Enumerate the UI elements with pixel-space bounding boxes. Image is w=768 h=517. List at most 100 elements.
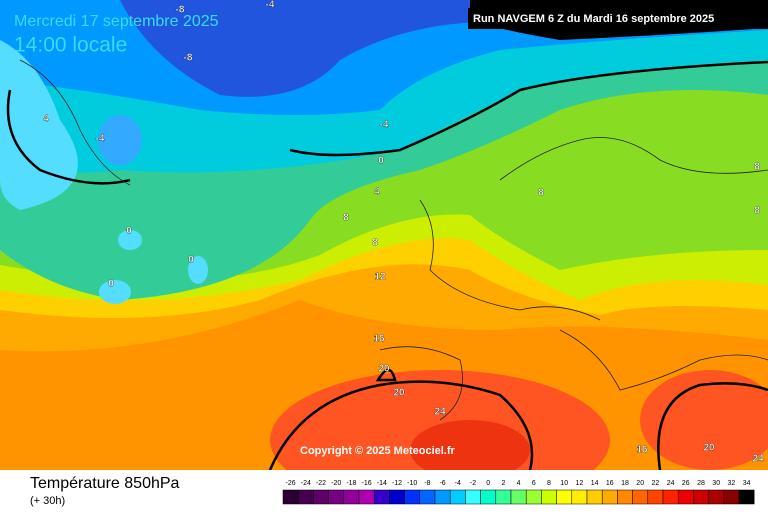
contour-label: -8: [184, 53, 193, 64]
legend-label: 4: [517, 480, 521, 487]
legend-label: -6: [439, 480, 445, 487]
legend-label: 20: [636, 480, 644, 487]
legend-label: 30: [712, 480, 720, 487]
run-label: Run NAVGEM 6 Z du Mardi 16 septembre 202…: [473, 13, 714, 25]
legend-swatch: [525, 489, 542, 505]
legend-swatch: [434, 489, 451, 505]
legend-swatch: [571, 489, 588, 505]
legend-swatch: [404, 489, 421, 505]
legend-swatch: [389, 489, 405, 505]
legend-label: 6: [532, 480, 536, 487]
legend-label: -2: [470, 480, 476, 487]
legend-swatch: [282, 489, 299, 505]
contour-label: 8: [754, 206, 760, 217]
footer-title: Température 850hPa: [30, 475, 180, 492]
legend-label: 0: [486, 480, 490, 487]
legend-swatch: [662, 489, 679, 505]
legend-swatch: [708, 489, 725, 505]
legend-swatch: [419, 489, 436, 505]
contour-label: -4: [266, 0, 275, 11]
legend-swatch: [723, 489, 740, 505]
contour-labels: -8 -8 -4 4 -4 -4 0 4 8 8 8 8 0 0 0 8 12 16 20 20 24 16 20 24: [43, 0, 764, 465]
legend-label: -22: [316, 480, 326, 487]
legend-swatch: [449, 489, 466, 505]
forecast-time: 14:00 locale: [14, 34, 127, 57]
coastlines: [19, 59, 768, 421]
contour-label: 4: [43, 114, 49, 125]
legend-swatch: [313, 489, 329, 505]
legend-label: 8: [547, 480, 551, 487]
legend-label: 14: [591, 480, 599, 487]
legend-label: 2: [501, 480, 505, 487]
legend-swatch: [328, 489, 345, 505]
contour-lines: [6, 60, 768, 471]
legend-swatch: [465, 489, 481, 505]
legend-swatch: [738, 489, 755, 505]
legend-label: -18: [346, 480, 356, 487]
contour-label: 16: [373, 334, 385, 345]
legend-swatch: [495, 489, 512, 505]
copyright: Copyright © 2025 Meteociel.fr: [300, 445, 456, 457]
legend-swatch: [373, 489, 390, 505]
contour-label: 8: [372, 238, 378, 249]
legend-label: -24: [301, 480, 311, 487]
legend-label: -20: [331, 480, 341, 487]
legend-label: 24: [667, 480, 675, 487]
contour-label: 20: [378, 364, 390, 375]
contour-label: 4: [374, 187, 380, 198]
legend-swatch: [647, 489, 664, 505]
contour-label: -4: [96, 134, 105, 145]
contour-label: 8: [538, 188, 544, 199]
legend-swatch: [617, 489, 633, 505]
legend-swatch: [677, 489, 694, 505]
contour-label: -8: [176, 5, 185, 16]
contour-label: 20: [393, 388, 405, 399]
color-legend: -26 -24 -22 -20 -18 -16 -14 -12 -10 -8 -6 -4 -2 0 2 4 6 8…: [282, 480, 755, 505]
legend-swatch: [693, 489, 709, 505]
legend-label: -26: [286, 480, 296, 487]
legend-swatch: [510, 489, 527, 505]
legend-label: -14: [377, 480, 387, 487]
legend-label: 32: [728, 480, 736, 487]
legend-label: 10: [560, 480, 568, 487]
legend-label: -8: [424, 480, 430, 487]
legend-label: -4: [455, 480, 461, 487]
contour-label: 16: [636, 445, 648, 456]
contour-label: 24: [434, 407, 446, 418]
legend-swatch: [632, 489, 649, 505]
contour-label: 8: [754, 162, 760, 173]
contour-label: 0: [378, 156, 384, 167]
legend-swatch: [601, 489, 618, 505]
legend-swatch: [343, 489, 360, 505]
legend-label: 16: [606, 480, 614, 487]
legend-label: 12: [576, 480, 584, 487]
legend-label: 34: [743, 480, 751, 487]
contour-label: -4: [380, 120, 389, 131]
legend-label: 26: [682, 480, 690, 487]
legend-label: -12: [392, 480, 402, 487]
contour-label: 0: [108, 279, 114, 290]
contour-label: 12: [374, 272, 386, 283]
footer-subtitle: (+ 30h): [30, 495, 65, 507]
legend-label: 18: [621, 480, 629, 487]
legend-swatch: [358, 489, 375, 505]
legend-swatch: [586, 489, 603, 505]
contour-label: 0: [188, 255, 194, 266]
legend-swatch: [556, 489, 573, 505]
contour-label: 20: [703, 443, 715, 454]
legend-swatch: [541, 489, 557, 505]
legend-label: -16: [362, 480, 372, 487]
contour-label: 24: [752, 454, 764, 465]
forecast-date: Mercredi 17 septembre 2025: [14, 13, 219, 30]
legend-swatch: [480, 489, 497, 505]
legend-label: 28: [697, 480, 705, 487]
legend-label: -10: [407, 480, 417, 487]
contour-label: 8: [343, 213, 349, 224]
run-box: [468, 8, 768, 29]
legend-label: 22: [652, 480, 660, 487]
legend-swatch: [297, 489, 314, 505]
contour-label: 0: [126, 226, 132, 237]
